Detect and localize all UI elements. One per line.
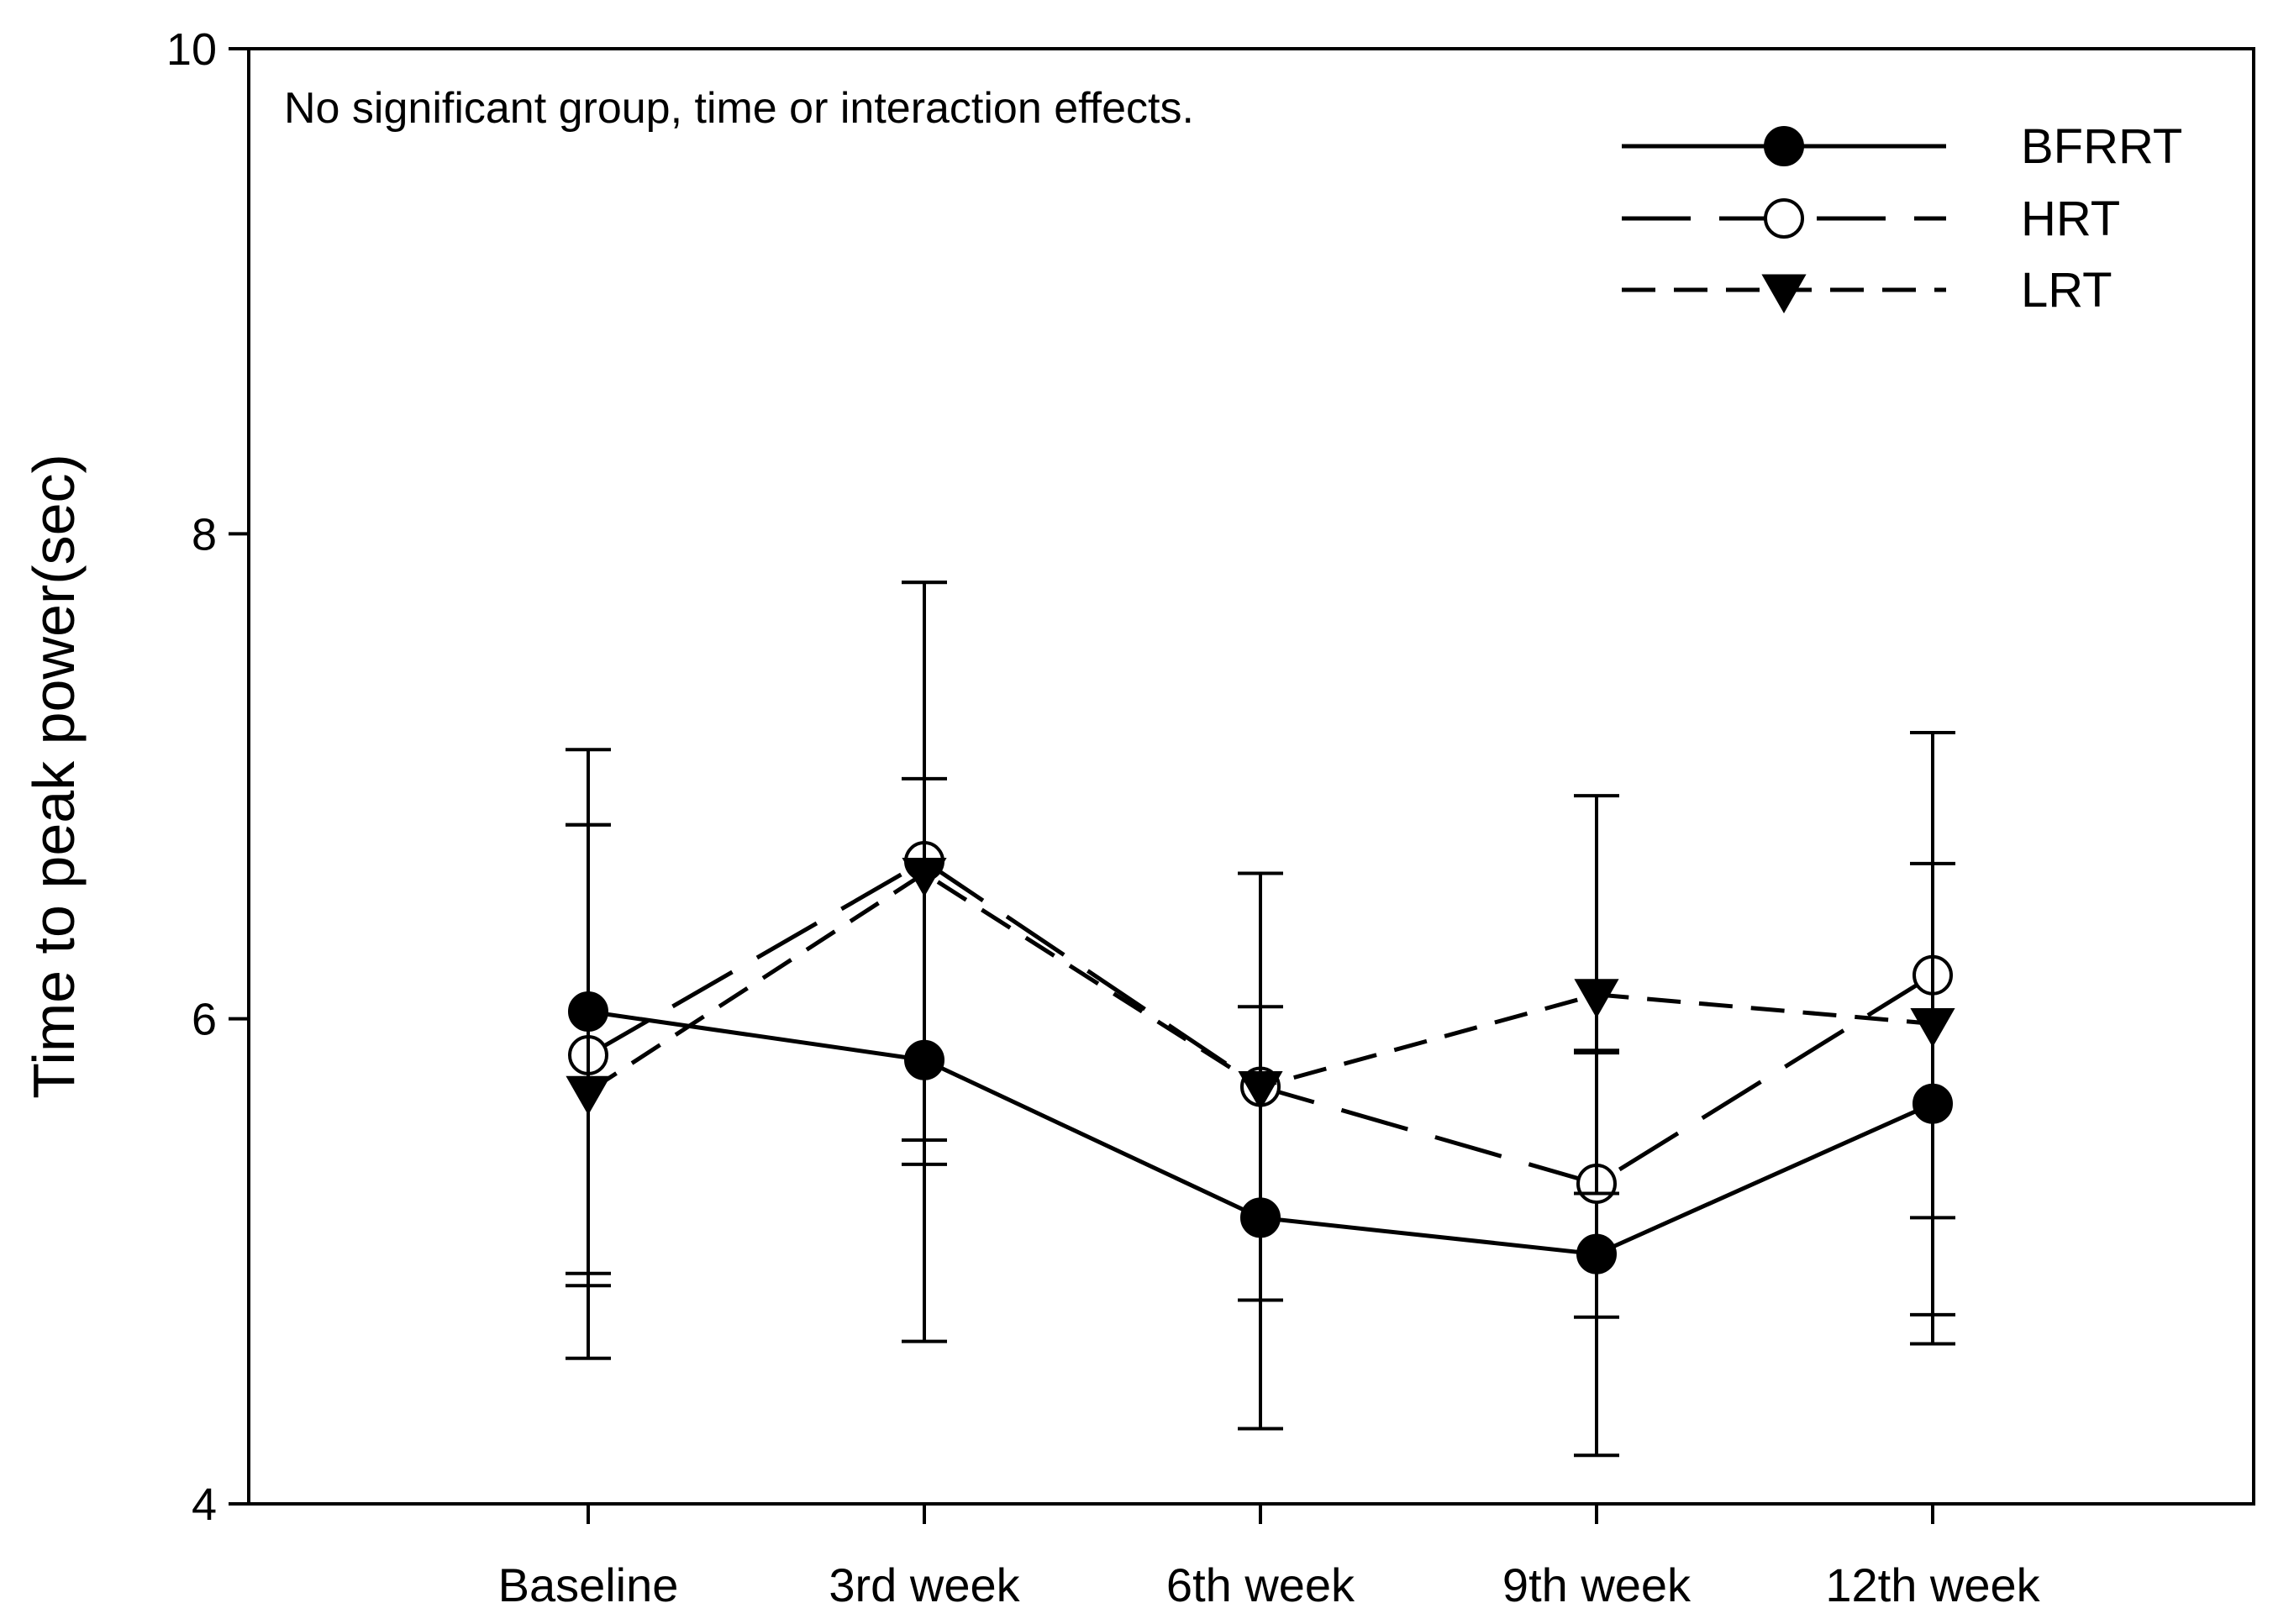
legend-marker-hrt <box>1764 198 1804 239</box>
point-lrt-3 <box>1574 979 1619 1018</box>
point-lrt-1 <box>902 857 947 897</box>
y-tick-label-2: 8 <box>192 509 217 560</box>
y-tick-label-3: 10 <box>166 24 217 75</box>
series-layer <box>566 581 1955 1458</box>
legend: BFRRT HRT LRT <box>1622 119 2182 318</box>
x-tick-label-0: Baseline <box>498 1558 679 1611</box>
x-tick-label-3: 9th week <box>1502 1558 1692 1611</box>
x-tick-label-1: 3rd week <box>829 1558 1020 1611</box>
legend-label-lrt: LRT <box>2021 263 2112 318</box>
x-tick-label-2: 6th week <box>1166 1558 1355 1611</box>
y-tick-label-0: 4 <box>192 1479 217 1530</box>
series-lrt <box>566 581 1955 1360</box>
y-tick-label-1: 6 <box>192 995 217 1045</box>
legend-label-bfrrt: BFRRT <box>2021 119 2182 174</box>
legend-marker-bfrrt <box>1764 126 1804 166</box>
point-lrt-2 <box>1238 1070 1283 1111</box>
plot-frame <box>247 47 2255 1506</box>
y-axis: 4 6 8 10 <box>166 24 249 1530</box>
annotation-text: No significant group, time or interactio… <box>284 84 1194 133</box>
point-lrt-0 <box>566 1075 611 1116</box>
x-axis: Baseline 3rd week 6th week 9th week 12th wee… <box>498 1504 2041 1611</box>
point-lrt-4 <box>1910 1007 1955 1048</box>
x-tick-label-4: 12th week <box>1825 1558 2040 1611</box>
y-axis-label: Time to peak power(sec) <box>21 454 87 1099</box>
legend-marker-lrt <box>1761 274 1807 314</box>
legend-label-hrt: HRT <box>2021 192 2120 246</box>
